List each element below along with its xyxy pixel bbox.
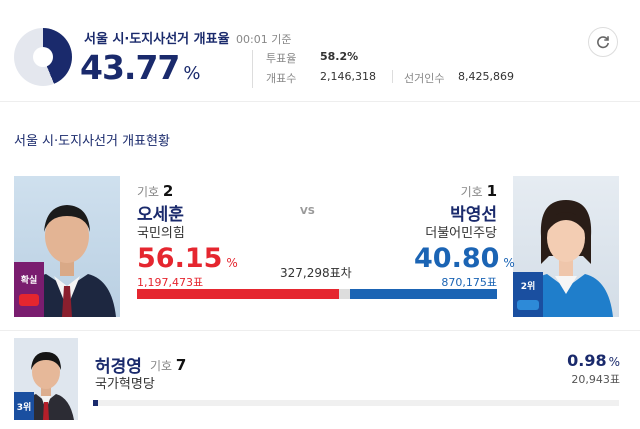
candidate-number: 기호 1 — [461, 182, 497, 200]
candidate-number-value: 7 — [175, 356, 187, 374]
candidate-name: 박영선 — [450, 205, 497, 225]
candidate-votes: 870,175표 — [441, 276, 497, 289]
candidate-percent: 56.15% — [137, 243, 238, 274]
pie-hole — [33, 47, 53, 67]
percent-unit: % — [608, 355, 620, 369]
candidate-photo: 2위 — [513, 176, 619, 317]
vote-difference: 327,298표차 — [280, 266, 352, 280]
candidate-party: 더불어민주당 — [425, 226, 497, 241]
candidate-party: 국가혁명당 — [95, 377, 155, 392]
divider — [392, 70, 393, 83]
header: 서울 시·도지사선거 개표율 00:01 기준 43.77% 투표율 58.2%… — [0, 0, 640, 100]
turnout-label: 투표율 — [266, 52, 297, 65]
count-rate-unit: % — [183, 63, 200, 84]
candidate-number: 기호 7 — [150, 356, 186, 374]
candidate-votes: 1,197,473표 — [137, 276, 204, 289]
electorate-value: 8,425,869 — [458, 70, 514, 83]
candidate-number-label: 기호 — [150, 359, 173, 373]
count-rate-value: 43.77% — [80, 48, 201, 87]
electorate-label: 선거인수 — [404, 72, 445, 85]
candidate-name: 오세훈 — [137, 205, 184, 225]
turnout-value: 58.2% — [320, 50, 359, 63]
candidate-number-label: 기호 — [137, 185, 160, 199]
candidate-percent-value: 0.98 — [567, 351, 607, 370]
candidate-photo: 확실 — [14, 176, 120, 317]
rank-badge: 3위 — [14, 392, 34, 420]
refresh-icon — [597, 36, 609, 49]
rank-badge: 2위 — [513, 272, 543, 317]
candidate-photo: 3위 — [14, 338, 78, 420]
section-title: 서울 시·도지사선거 개표현황 — [14, 134, 170, 149]
vote-bar-candidate-1 — [350, 289, 497, 299]
candidate-name: 허경영 — [95, 357, 142, 377]
candidate-percent-value: 56.15 — [137, 243, 223, 274]
candidate-percent: 40.80% — [414, 243, 515, 274]
counted-label: 개표수 — [266, 72, 297, 85]
section-divider — [0, 330, 640, 331]
candidate-percent: 0.98% — [567, 351, 620, 370]
winner-badge-label: 확실 — [20, 276, 38, 286]
count-rate-number: 43.77 — [80, 48, 180, 87]
rank-badge-label: 2위 — [520, 282, 536, 292]
rank-badge-label: 3위 — [16, 402, 32, 413]
count-time: 00:01 기준 — [236, 33, 292, 46]
candidate-votes: 20,943표 — [571, 373, 620, 386]
winner-badge: 확실 — [14, 262, 44, 317]
candidate-party: 국민의힘 — [137, 226, 185, 241]
candidate-number-value: 2 — [162, 182, 174, 200]
vote-bar-candidate-7 — [93, 400, 99, 406]
candidate-number-value: 1 — [486, 182, 497, 200]
candidate-percent-value: 40.80 — [414, 243, 500, 274]
party-logo — [19, 294, 39, 306]
refresh-button[interactable] — [588, 27, 618, 57]
vote-bar-candidate-2 — [137, 289, 340, 299]
divider — [252, 50, 253, 88]
percent-unit: % — [226, 256, 238, 270]
candidate-number: 기호 2 — [137, 182, 173, 200]
percent-unit: % — [503, 256, 515, 270]
counted-value: 2,146,318 — [320, 70, 376, 83]
vote-bar-track — [93, 400, 619, 406]
count-rate-title: 서울 시·도지사선거 개표율 — [84, 32, 230, 47]
section-divider — [0, 101, 640, 102]
vs-label: VS — [300, 206, 315, 217]
party-logo — [517, 300, 539, 310]
candidate-number-label: 기호 — [460, 185, 483, 199]
